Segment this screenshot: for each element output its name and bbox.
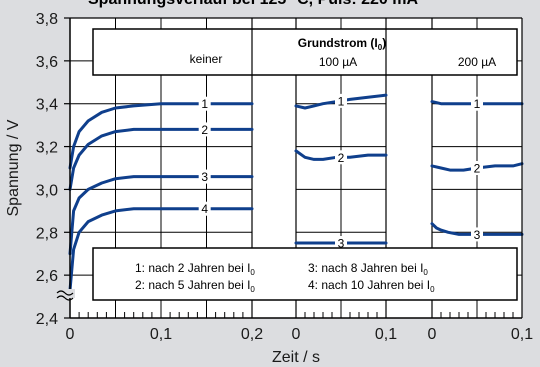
y-tick-label: 3,8: [36, 11, 58, 28]
x-tick-label: 0: [292, 326, 301, 343]
series-label-bg: [335, 150, 347, 165]
series-label-bg: [335, 93, 347, 108]
chart-title: Spannungsverlauf bei 125 °C, Puls: 220 m…: [88, 0, 418, 9]
series-label-bg: [198, 122, 211, 137]
x-tick-label: 0,2: [241, 326, 263, 343]
series-label-bg: [471, 161, 483, 175]
series-label-3: 3: [338, 237, 345, 251]
header-title: Grundstrom (I0): [298, 36, 386, 52]
x-tick-label: 0: [66, 326, 75, 343]
series-label-bg: [471, 227, 483, 242]
series-line-2: [294, 149, 388, 161]
series-label-2: 2: [338, 151, 345, 165]
y-tick-label: 2,8: [36, 225, 58, 242]
series-line-4: [68, 207, 254, 292]
series-label-2: 2: [474, 162, 481, 176]
series-label-1: 1: [201, 97, 208, 111]
series-label-3: 3: [201, 170, 208, 184]
series-line-1: [68, 102, 254, 170]
series-line-3: [68, 175, 254, 256]
y-tick-label: 3,6: [36, 54, 58, 71]
x-tick-label: 0,1: [511, 326, 533, 343]
series-label-1: 1: [474, 97, 481, 111]
y-axis-label: Spannung / V: [5, 119, 22, 216]
legend-item-2: 2: nach 5 Jahren bei I0: [135, 278, 255, 294]
series-label-1: 1: [338, 94, 345, 108]
axis-break-mark: [56, 295, 74, 301]
legend-item-1: 1: nach 2 Jahren bei I0: [135, 261, 255, 277]
series-line-2: [430, 162, 524, 172]
series-label-bg: [198, 201, 211, 216]
panel-label: keiner: [190, 52, 223, 66]
x-axis-label: Zeit / s: [272, 349, 320, 366]
series-label-4: 4: [201, 202, 208, 216]
series-label-bg: [198, 169, 211, 184]
y-tick-label: 3,2: [36, 140, 58, 157]
legend-item-3: 3: nach 8 Jahren bei I0: [308, 261, 428, 277]
axis-break-mark: [56, 290, 74, 296]
y-tick-label: 2,4: [36, 311, 58, 328]
series-line-2: [68, 127, 254, 191]
series-label-bg: [198, 96, 211, 111]
y-tick-label: 2,6: [36, 268, 58, 285]
y-tick-label: 3,4: [36, 97, 58, 114]
header-box: [92, 28, 518, 76]
series-line-3: [430, 222, 524, 236]
legend-item-4: 4: nach 10 Jahren bei I0: [308, 278, 435, 294]
series-label-2: 2: [201, 123, 208, 137]
series-line-1: [294, 93, 388, 110]
panel-label: 200 µA: [458, 55, 496, 69]
legend-box: [92, 247, 518, 301]
series-line-1: [430, 100, 524, 106]
x-tick-label: 0,1: [375, 326, 397, 343]
panel-label: 100 µA: [319, 55, 357, 69]
series-label-bg: [335, 236, 347, 250]
y-tick-label: 3,0: [36, 182, 58, 199]
x-tick-label: 0: [428, 326, 437, 343]
series-label-bg: [471, 96, 483, 111]
x-tick-label: 0,1: [150, 326, 172, 343]
series-label-3: 3: [474, 228, 481, 242]
